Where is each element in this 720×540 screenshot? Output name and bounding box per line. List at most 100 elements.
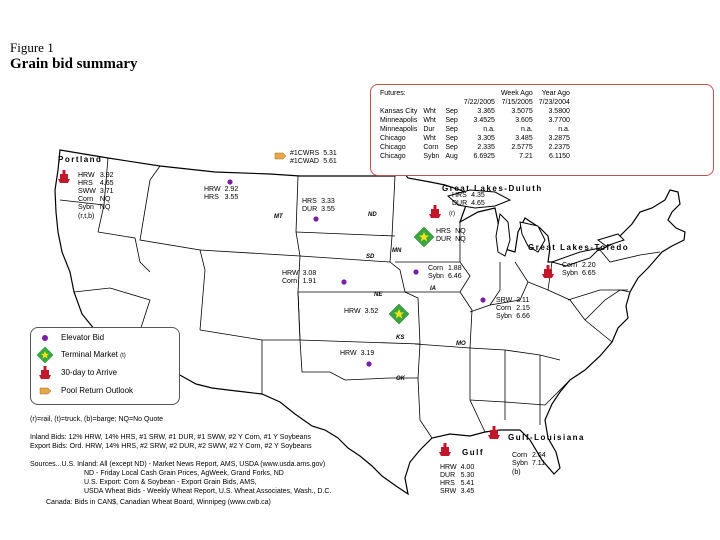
- state-label-sd: SD: [366, 254, 375, 260]
- lake-huron: [519, 221, 546, 253]
- legend-terminal-note: (t): [120, 353, 126, 359]
- futures-header-week-ago: Week Ago: [500, 90, 533, 97]
- market-label-portland: Portland: [58, 155, 103, 164]
- futures-cell: Aug: [445, 153, 458, 160]
- legend-terminal-row: Terminal Market (t): [61, 350, 126, 359]
- bids-iowa: Corn 1.88 Sybn 6.46: [428, 265, 466, 281]
- market-label-gulf: Gulf: [462, 448, 484, 457]
- terminal-icon-minneapolis: [413, 226, 435, 248]
- bid-row: Corn 2.20: [562, 262, 600, 270]
- ship-icon-portland: [58, 170, 70, 183]
- bid-grade: Corn: [496, 305, 512, 312]
- bid-price: 6.66: [516, 313, 530, 320]
- elevator-dot-oklahoma: [366, 361, 372, 367]
- elevator-dot-iowa: [413, 269, 419, 275]
- legend-pool-label: Pool Return Outlook: [61, 386, 134, 395]
- ship-icon-gulf-louisiana: [488, 426, 500, 439]
- bid-price: 3.52: [364, 308, 379, 315]
- futures-cell: n.a.: [558, 126, 570, 133]
- terminal-icon-kansas-city: [388, 303, 410, 325]
- legend-arrive-label: 30-day to Arrive: [61, 368, 118, 377]
- bid-row: Corn 2.64: [512, 452, 550, 460]
- futures-header-year-ago: Year Ago: [541, 90, 570, 97]
- bid-price: 1.91: [302, 278, 317, 285]
- futures-cell: Sep: [445, 108, 458, 115]
- bid-grade: #1CWRS: [290, 150, 320, 157]
- bids-duluth-note: (r): [449, 211, 455, 217]
- bid-row: #1CWRS 5.31: [290, 150, 341, 158]
- ship-icon-toledo: [542, 265, 554, 278]
- bid-row: SWW 3.71: [78, 188, 118, 196]
- bid-row: Sybn 7.11: [512, 460, 550, 468]
- bid-row: HRS 3.33: [302, 198, 339, 206]
- bid-row: DUR 3.55: [302, 206, 339, 214]
- bid-price: NQ: [99, 204, 111, 211]
- bid-price: 6.65: [581, 270, 596, 277]
- bid-price: NQ: [99, 196, 111, 203]
- notes-inland: Inland Bids: 12% HRW, 14% HRS, #1 SRW, #…: [30, 434, 311, 441]
- notes-codes: (r)=rail, (t)=truck, (b)=barge; NQ=No Qu…: [30, 416, 164, 423]
- futures-cell: Sybn: [423, 153, 440, 160]
- state-borders: [59, 157, 661, 439]
- bid-price: 3.71: [99, 188, 114, 195]
- bid-grade: HRW: [282, 270, 299, 277]
- futures-title: Futures:: [380, 90, 406, 97]
- bid-row: HRS 4.65: [78, 180, 118, 188]
- bid-grade: SRW: [496, 297, 513, 304]
- futures-box: Futures: Week Ago Year Ago 7/22/2005 7/1…: [370, 84, 714, 176]
- bid-grade: Corn: [78, 196, 94, 203]
- bids-portland: HRW 3.92 HRS 4.65 SWW 3.71 Corn NQ Sybn NQ (r,t,b…: [78, 172, 118, 221]
- elevator-dot-nebraska: [341, 279, 347, 285]
- bid-grade: DUR: [452, 200, 468, 207]
- figure-label: Figure 1: [10, 40, 54, 55]
- bid-price: 3.55: [321, 206, 335, 213]
- market-label-duluth: Great Lakes-Duluth: [442, 184, 543, 193]
- bids-illinois: SRW 3.11 Corn 2.15 Sybn 6.66: [496, 297, 534, 321]
- state-label-ne: NE: [374, 292, 383, 298]
- notes-export: Export Bids: Ord. HRW, 14% HRS, #2 SRW, …: [30, 443, 312, 450]
- legend-elevator-label: Elevator Bid: [61, 333, 105, 342]
- bid-grade: DUR: [440, 472, 456, 479]
- bid-grade: Sybn: [78, 204, 94, 211]
- legend-terminal-icon: [36, 346, 54, 364]
- futures-cell: Dur: [423, 126, 435, 133]
- bid-price: 3.92: [99, 172, 114, 179]
- bid-grade: SRW: [440, 488, 457, 495]
- futures-cell: 3.7700: [548, 117, 570, 124]
- elevator-dot-north-dakota: [313, 216, 319, 222]
- lake-superior: [446, 189, 512, 209]
- state-label-ia: IA: [430, 286, 436, 292]
- bid-grade: HRW: [78, 172, 95, 179]
- bid-price: 2.92: [224, 186, 239, 193]
- futures-cell: 3.485: [515, 135, 533, 142]
- bid-grade: Sybn: [562, 270, 578, 277]
- bid-grade: Corn: [512, 452, 528, 459]
- futures-cell: Corn: [423, 144, 439, 151]
- bid-grade: HRS: [302, 198, 317, 205]
- bid-row: DUR NQ: [436, 236, 470, 244]
- bid-row: HRW 3.19: [340, 350, 378, 358]
- bid-row: HRW 2.92: [204, 186, 242, 194]
- bids-duluth: HRS 4.35 DUR 4.65: [452, 192, 489, 208]
- bid-grade: HRW: [440, 464, 457, 471]
- bid-row: HRS 5.41: [440, 480, 478, 488]
- bids-oklahoma: HRW 3.19: [340, 350, 378, 358]
- futures-cell: 2.5775: [511, 144, 533, 151]
- bid-price: 3.45: [460, 488, 475, 495]
- bids-gulf-louisiana-note: (b): [512, 469, 521, 476]
- bid-price: 2.15: [516, 305, 530, 312]
- bid-row: HRW 4.00: [440, 464, 478, 472]
- bid-price: 6.46: [447, 273, 462, 280]
- bid-grade: HRS: [436, 228, 451, 235]
- futures-date-current: 7/22/2005: [463, 99, 495, 106]
- bids-canada: #1CWRS 5.31 #1CWAD 5.61: [290, 150, 341, 166]
- market-label-gulf-louisiana: Gulf-Louisiana: [508, 433, 585, 442]
- bid-grade: Sybn: [428, 273, 444, 280]
- bid-grade: DUR: [302, 206, 318, 213]
- bid-row: DUR 4.65: [452, 200, 489, 208]
- bid-price: 3.11: [516, 297, 530, 304]
- bid-row: Sybn NQ: [78, 204, 118, 212]
- bids-toledo: Corn 2.20 Sybn 6.65: [562, 262, 600, 278]
- bid-row: DUR 5.30: [440, 472, 478, 480]
